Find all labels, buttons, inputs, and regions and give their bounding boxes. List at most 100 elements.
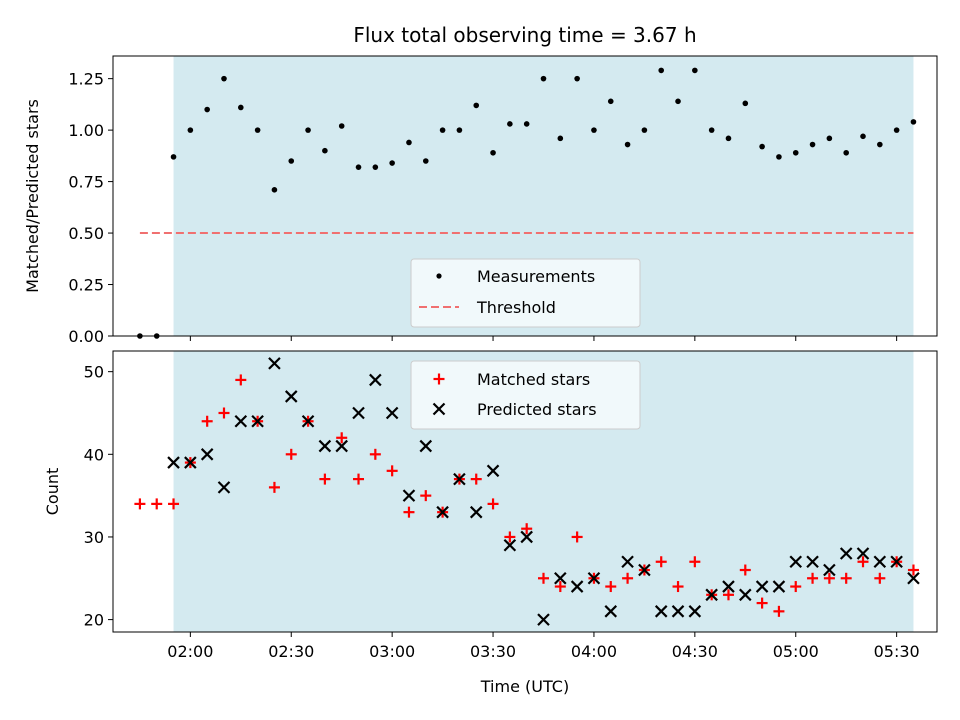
x-tick-label: 05:30 (874, 642, 920, 661)
x-tick-label: 03:00 (369, 642, 415, 661)
legend-measurements-marker (436, 273, 442, 279)
legend-predicted-glyph (432, 402, 446, 416)
predicted-star-point (554, 572, 567, 585)
measurement-point (254, 127, 261, 133)
measurement-point (826, 135, 833, 142)
measurement-point (607, 98, 614, 105)
matched-star-point (201, 415, 213, 427)
measurement-point (759, 143, 765, 150)
matched-star-point (168, 498, 180, 510)
top-axes-frame (112, 55, 938, 337)
predicted-star-point (184, 456, 197, 469)
legend-threshold-label: Threshold (476, 298, 556, 317)
measurement-point (574, 75, 580, 82)
matched-star-point (521, 523, 533, 535)
matched-star-point (504, 531, 516, 543)
predicted-star-point (520, 530, 533, 544)
top-y-ticks: 0.00 0.25 0.50 0.75 1.00 1.25 (68, 70, 113, 346)
x-tick-label: 02:30 (268, 642, 314, 661)
bottom-axes-frame (112, 350, 938, 633)
predicted-star-point (705, 588, 718, 602)
matched-star-point (773, 605, 785, 617)
predicted-star-point (890, 555, 903, 569)
matched-star-point (605, 581, 617, 593)
measurement-point (893, 127, 900, 133)
measurement-point (692, 67, 698, 74)
predicted-star-point (570, 580, 584, 593)
matched-star-point (689, 556, 701, 568)
measurement-point (204, 106, 210, 113)
predicted-star-point (453, 472, 466, 486)
predicted-star-point (419, 439, 433, 453)
predicted-star-point (671, 605, 685, 618)
measurement-point (792, 149, 799, 156)
matched-star-point (739, 564, 751, 576)
predicted-star-point (739, 588, 752, 602)
top-panel: 0.00 0.25 0.50 0.75 1.00 1.25 Flux total obse… (23, 23, 938, 346)
predicted-star-point (318, 439, 332, 453)
predicted-star-point (217, 481, 231, 494)
matched-star-point (268, 481, 280, 493)
top-y-tick-label: 0.75 (68, 173, 104, 192)
matched-star-point (554, 581, 566, 593)
predicted-star-point (688, 605, 702, 618)
measurement-point (490, 149, 496, 156)
matched-star-point (571, 531, 583, 543)
predicted-star-point (469, 505, 483, 519)
measurement-point (708, 127, 715, 133)
predicted-star-point (301, 414, 315, 428)
predicted-star-point (722, 580, 735, 593)
legend-predicted-label: Predicted stars (477, 400, 597, 419)
predicted-star-point (638, 563, 651, 577)
matched-star-point (672, 581, 684, 593)
measurement-point (591, 127, 597, 133)
measurement-point (406, 139, 412, 146)
predicted-star-point (251, 414, 264, 428)
matched-star-point (756, 597, 768, 609)
top-x-ticks (189, 336, 898, 341)
predicted-star-point (335, 439, 348, 453)
measurement-point (860, 133, 866, 140)
measurement-point (288, 158, 295, 164)
matched-star-point (907, 564, 919, 576)
legend-measurements-label: Measurements (477, 267, 595, 286)
predicted-star-point (755, 580, 769, 593)
bottom-y-tick-label: 20 (84, 611, 104, 630)
bottom-legend: Matched stars Predicted stars (410, 360, 641, 430)
matched-star-point (235, 374, 247, 386)
measurement-point (624, 141, 631, 148)
measurement-point (910, 119, 917, 125)
bottom-y-tick-label: 40 (84, 445, 104, 464)
measurement-point (221, 75, 227, 82)
bottom-x-ticks: 02:00 02:30 03:00 03:30 04:00 04:30 05:00 05:30 (167, 632, 920, 661)
measurement-point (355, 164, 362, 170)
top-legend: Measurements Threshold (410, 258, 641, 328)
predicted-star-point (537, 613, 550, 626)
predicted-star-point (873, 555, 887, 569)
predicted-star-point (587, 572, 601, 585)
measurement-point (439, 127, 446, 133)
measurement-point (641, 127, 648, 133)
legend-matched-glyph (433, 373, 445, 385)
measurement-point (809, 141, 816, 148)
bottom-y-tick-label: 50 (84, 363, 104, 382)
predicted-star-point (284, 390, 298, 403)
measurement-point (170, 154, 177, 160)
measurement-point (557, 135, 564, 142)
measurement-point (422, 158, 429, 164)
matched-star-point (151, 498, 163, 510)
predicted-star-point (856, 547, 870, 560)
x-tick-label: 04:30 (672, 642, 718, 661)
matched-star-point (403, 506, 415, 518)
matched-star-point (807, 572, 819, 584)
predicted-star-points (167, 357, 920, 626)
predicted-star-point (789, 555, 803, 569)
predicted-star-point (369, 373, 382, 387)
matched-star-point (134, 498, 146, 510)
predicted-star-point (167, 456, 180, 469)
x-tick-label: 04:00 (571, 642, 617, 661)
matched-star-point (420, 490, 432, 502)
matched-star-point (487, 498, 499, 510)
chart-title: Flux total observing time = 3.67 h (353, 23, 696, 47)
x-tick-label: 03:30 (470, 642, 516, 661)
